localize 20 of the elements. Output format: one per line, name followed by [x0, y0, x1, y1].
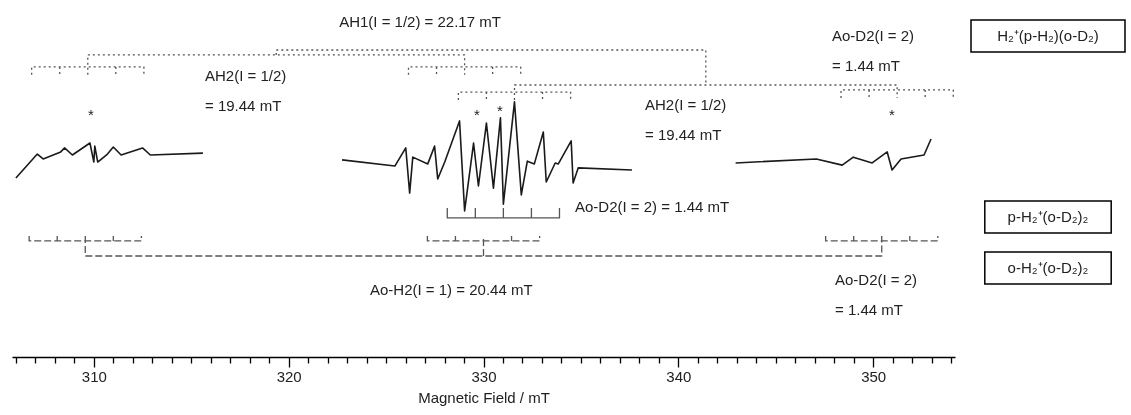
annotation: Ao-D2(I = 2) = 1.44 mT: [835, 271, 918, 318]
annotation: *: [497, 102, 504, 119]
annotation: Ao-H2(I = 1) = 20.44 mT: [370, 281, 533, 298]
text: AH1(I = 1/2) = 22.17 mT: [339, 13, 501, 30]
text: p-H₂⁺(o-D₂)₂: [1007, 208, 1089, 225]
annotation: Ao-D2(I = 2) = 1.44 mT: [575, 198, 730, 215]
annotation: AH2(I = 1/2) = 19.44 mT: [205, 67, 287, 114]
text: o-H₂⁺(o-D₂)₂: [1007, 259, 1089, 276]
text: H₂⁺(p-H₂)(o-D₂): [997, 27, 1099, 44]
annotation: AH2(I = 1/2) = 19.44 mT: [645, 96, 727, 143]
x-tick-label: 310: [81, 367, 107, 385]
x-axis-title: Magnetic Field / mT: [418, 388, 550, 406]
x-tick-label: 340: [666, 367, 692, 385]
annotation: *: [474, 106, 481, 123]
x-tick-label: 320: [276, 367, 302, 385]
annotation: *: [88, 106, 95, 123]
x-tick-label: 350: [861, 367, 887, 385]
annotation: *: [889, 106, 896, 123]
annotation: Ao-D2(I = 2) = 1.44 mT: [832, 27, 915, 74]
x-tick-label: 330: [471, 367, 497, 385]
